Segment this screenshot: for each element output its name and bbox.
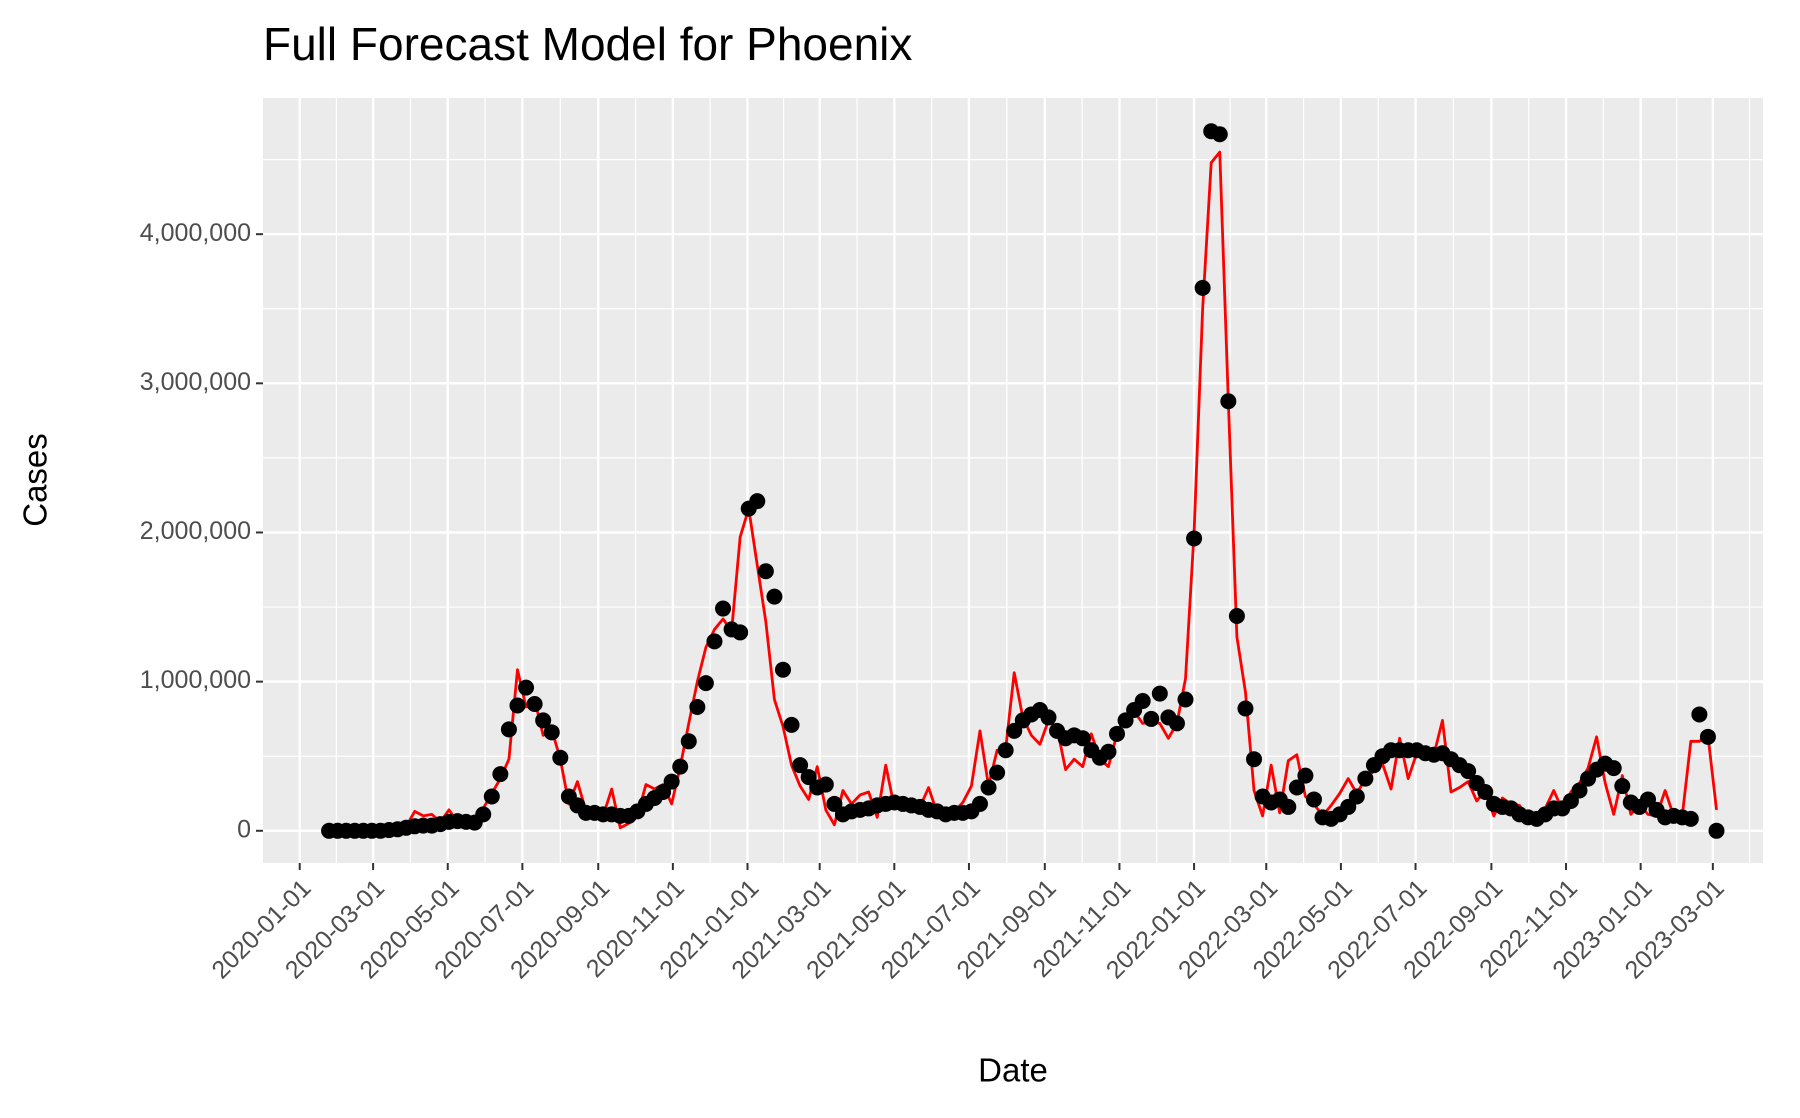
data-point	[1305, 791, 1322, 808]
y-tick-label: 4,000,000	[140, 219, 251, 247]
data-point	[1460, 763, 1477, 780]
y-tick-label: 3,000,000	[140, 368, 251, 396]
data-point	[1288, 779, 1305, 796]
data-point	[543, 724, 560, 741]
data-point	[1348, 788, 1365, 805]
data-point	[1357, 770, 1374, 787]
data-point	[1143, 710, 1160, 727]
data-point	[552, 749, 569, 766]
data-point	[1220, 393, 1237, 410]
grid	[263, 98, 1763, 863]
data-point	[1040, 709, 1057, 726]
data-point	[1699, 728, 1716, 745]
x-axis-title: Date	[978, 1052, 1048, 1089]
data-point	[1168, 715, 1185, 732]
data-point	[689, 698, 706, 715]
data-point	[706, 633, 723, 650]
data-point	[1708, 822, 1725, 839]
data-point	[1691, 706, 1708, 723]
data-point	[817, 776, 834, 793]
data-point	[509, 697, 526, 714]
data-point	[672, 758, 689, 775]
data-point	[1682, 810, 1699, 827]
data-point	[680, 733, 697, 750]
y-axis-title: Cases	[17, 433, 54, 527]
data-point	[1237, 700, 1254, 717]
data-point	[757, 563, 774, 580]
data-point	[1151, 685, 1168, 702]
data-point	[774, 661, 791, 678]
data-point	[1571, 782, 1588, 799]
data-point	[715, 600, 732, 617]
y-tick-label: 1,000,000	[140, 666, 251, 694]
data-point	[1297, 767, 1314, 784]
data-point	[1605, 760, 1622, 777]
data-point	[1100, 743, 1117, 760]
data-point	[997, 742, 1014, 759]
data-point	[980, 779, 997, 796]
data-point	[989, 764, 1006, 781]
data-point	[1108, 725, 1125, 742]
data-point	[663, 773, 680, 790]
data-point	[1280, 798, 1297, 815]
y-tick-label: 0	[237, 815, 251, 843]
data-point	[500, 721, 517, 738]
data-point	[732, 624, 749, 641]
data-point	[766, 588, 783, 605]
data-point	[1477, 784, 1494, 801]
data-point	[783, 716, 800, 733]
data-point	[1228, 608, 1245, 625]
chart-title: Full Forecast Model for Phoenix	[263, 18, 912, 70]
data-point	[1246, 751, 1263, 768]
data-point	[483, 788, 500, 805]
data-point	[749, 493, 766, 510]
data-point	[518, 679, 535, 696]
data-point	[1134, 693, 1151, 710]
y-tick-label: 2,000,000	[140, 517, 251, 545]
data-point	[792, 757, 809, 774]
data-point	[1074, 730, 1091, 747]
data-point	[971, 795, 988, 812]
data-point	[1186, 530, 1203, 547]
data-point	[535, 712, 552, 729]
data-point	[475, 806, 492, 823]
data-point	[492, 766, 509, 783]
data-point	[697, 675, 714, 692]
data-point	[1177, 691, 1194, 708]
data-point	[1211, 126, 1228, 143]
data-point	[526, 696, 543, 713]
data-point	[1194, 279, 1211, 296]
data-point	[1614, 778, 1631, 795]
marks	[321, 123, 1725, 839]
